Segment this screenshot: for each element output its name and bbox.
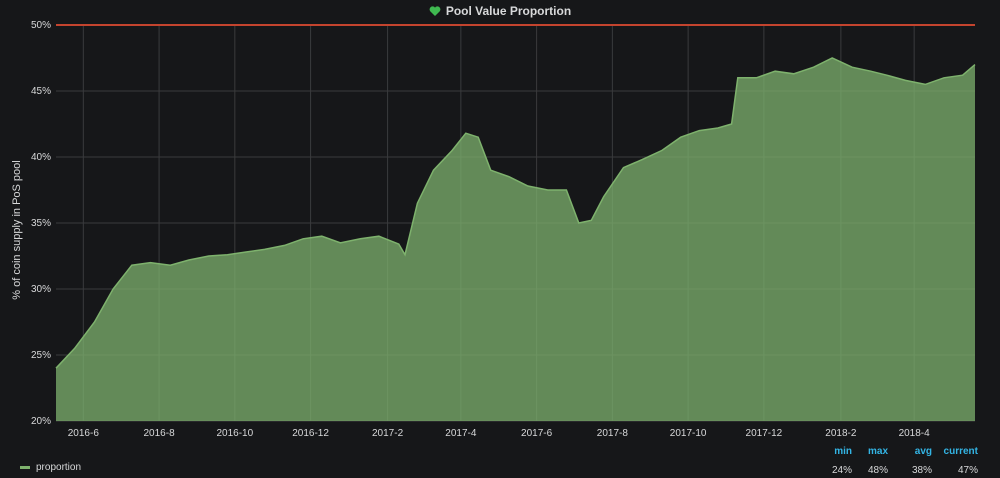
stat-current: 47% [957, 465, 978, 476]
stat-avg: 38% [911, 465, 932, 476]
stat-max: 48% [867, 465, 888, 476]
x-tick-label: 2018-4 [899, 428, 931, 439]
legend-swatch [20, 466, 30, 469]
x-tick-label: 2017-2 [372, 428, 404, 439]
legend-stats: min max avg current 24% 48% 38% 47% [818, 446, 978, 476]
y-tick-label: 45% [31, 86, 51, 97]
y-tick-label: 30% [31, 284, 51, 295]
stat-min: 24% [831, 465, 852, 476]
x-tick-label: 2017-8 [597, 428, 629, 439]
y-axis-label: % of coin supply in PoS pool [11, 160, 23, 299]
legend-series-label: proportion [36, 462, 82, 473]
stat-header-avg[interactable]: avg [914, 446, 932, 457]
chart: 50% 45% 40% 35% 30% 25% 20% 2016-6 2016-8 2016-1… [11, 20, 976, 439]
y-tick-label: 40% [31, 152, 51, 163]
x-tick-label: 2016-8 [144, 428, 176, 439]
stat-header-max[interactable]: max [867, 446, 888, 457]
x-tick-label: 2016-10 [216, 428, 253, 439]
x-tick-label: 2016-12 [292, 428, 329, 439]
legend: proportion min max avg current 24% 48% 3… [0, 444, 1000, 478]
x-tick-label: 2017-10 [670, 428, 707, 439]
x-tick-label: 2018-2 [825, 428, 857, 439]
x-tick-label: 2016-6 [68, 428, 100, 439]
y-tick-label: 35% [31, 218, 51, 229]
y-tick-label: 20% [31, 416, 51, 427]
y-tick-label: 50% [31, 20, 51, 31]
heart-icon [429, 6, 441, 16]
series-line-proportion [55, 57, 976, 369]
x-tick-label: 2017-4 [445, 428, 477, 439]
panel-title: Pool Value Proportion [445, 4, 572, 18]
stat-header-current[interactable]: current [943, 446, 978, 457]
stat-header-min[interactable]: min [834, 446, 852, 457]
x-tick-label: 2017-6 [521, 428, 553, 439]
series-area-proportion [56, 58, 975, 421]
y-axis-ticks: 50% 45% 40% 35% 30% 25% 20% [31, 20, 51, 427]
y-tick-label: 25% [31, 350, 51, 361]
x-axis-ticks: 2016-6 2016-8 2016-10 2016-12 2017-2 2017-4 20… [68, 428, 930, 439]
legend-item-proportion[interactable]: proportion [20, 462, 81, 473]
panel-header[interactable]: Pool Value Proportion [0, 0, 1000, 22]
x-tick-label: 2017-12 [746, 428, 783, 439]
